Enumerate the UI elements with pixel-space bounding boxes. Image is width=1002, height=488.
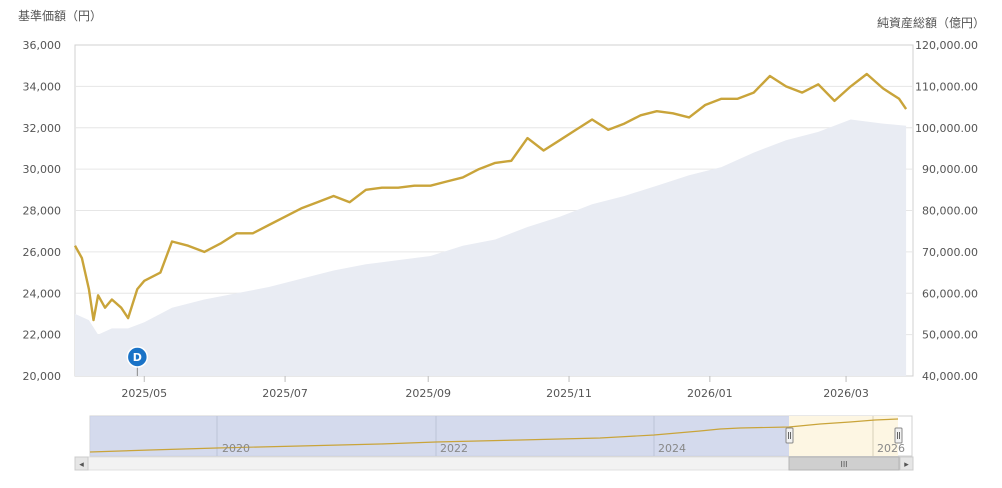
chevron-right-icon: ▸ bbox=[904, 460, 909, 470]
left-tick-label: 24,000 bbox=[23, 287, 62, 300]
x-tick-label: 2025/05 bbox=[121, 387, 167, 400]
plot-area bbox=[73, 44, 914, 377]
chevron-left-icon: ◂ bbox=[79, 460, 84, 470]
left-tick-label: 36,000 bbox=[23, 39, 62, 52]
navigator[interactable]: 2020 2022 2024 2026 bbox=[89, 415, 913, 457]
price-line-series bbox=[73, 72, 908, 322]
navigator-tick-2026: 2026 bbox=[877, 442, 905, 455]
left-tick-label: 30,000 bbox=[23, 163, 62, 176]
dividend-marker-label: D bbox=[133, 351, 142, 364]
left-tick-label: 26,000 bbox=[23, 246, 62, 259]
navigator-series-line bbox=[89, 418, 899, 453]
x-tick-label: 2025/07 bbox=[262, 387, 308, 400]
scrollbar-grip-icon: III bbox=[840, 460, 847, 469]
left-tick-label: 28,000 bbox=[23, 205, 62, 218]
left-axis-title: 基準価額（円） bbox=[18, 8, 102, 23]
x-axis: 2025/05 2025/07 2025/09 2025/11 2026/01 2026/… bbox=[121, 376, 869, 400]
x-tick-label: 2026/03 bbox=[823, 387, 869, 400]
navigator-tick-2020: 2020 bbox=[222, 442, 250, 455]
left-tick-label: 20,000 bbox=[23, 370, 62, 383]
right-tick-label: 100,000.00 bbox=[915, 122, 978, 135]
right-axis-title: 純資産総額（億円） bbox=[877, 15, 985, 30]
right-axis: 120,000.00 110,000.00 100,000.00 90,000.00 8… bbox=[915, 39, 978, 383]
dividend-marker-badge[interactable] bbox=[126, 346, 149, 368]
left-tick-label: 22,000 bbox=[23, 329, 62, 342]
scrollbar[interactable]: ◂ III ▸ bbox=[74, 456, 914, 471]
scrollbar-thumb[interactable] bbox=[788, 456, 900, 471]
left-axis: 36,000 34,000 32,000 30,000 28,000 26,000 24,0… bbox=[23, 39, 62, 383]
right-tick-label: 70,000.00 bbox=[922, 246, 978, 259]
dividend-marker[interactable]: D bbox=[126, 346, 149, 376]
scrollbar-left-button[interactable] bbox=[74, 456, 89, 471]
scrollbar-track[interactable] bbox=[74, 456, 914, 471]
right-tick-label: 50,000.00 bbox=[922, 329, 978, 342]
right-tick-label: 80,000.00 bbox=[922, 205, 978, 218]
navigator-tick-2024: 2024 bbox=[658, 442, 686, 455]
right-tick-label: 110,000.00 bbox=[915, 80, 978, 93]
left-tick-label: 34,000 bbox=[23, 80, 62, 93]
x-tick-label: 2025/09 bbox=[405, 387, 451, 400]
x-tick-label: 2026/01 bbox=[687, 387, 733, 400]
asset-area-series bbox=[75, 119, 907, 376]
right-tick-label: 60,000.00 bbox=[922, 287, 978, 300]
navigator-handle-left[interactable] bbox=[785, 427, 794, 444]
x-tick-label: 2025/11 bbox=[546, 387, 592, 400]
navigator-mask bbox=[90, 416, 789, 456]
navigator-handle-right[interactable] bbox=[894, 427, 903, 444]
navigator-tick-2022: 2022 bbox=[440, 442, 468, 455]
right-tick-label: 40,000.00 bbox=[922, 370, 978, 383]
right-tick-label: 120,000.00 bbox=[915, 39, 978, 52]
right-tick-label: 90,000.00 bbox=[922, 163, 978, 176]
scrollbar-right-button[interactable] bbox=[899, 456, 914, 471]
left-tick-label: 32,000 bbox=[23, 122, 62, 135]
